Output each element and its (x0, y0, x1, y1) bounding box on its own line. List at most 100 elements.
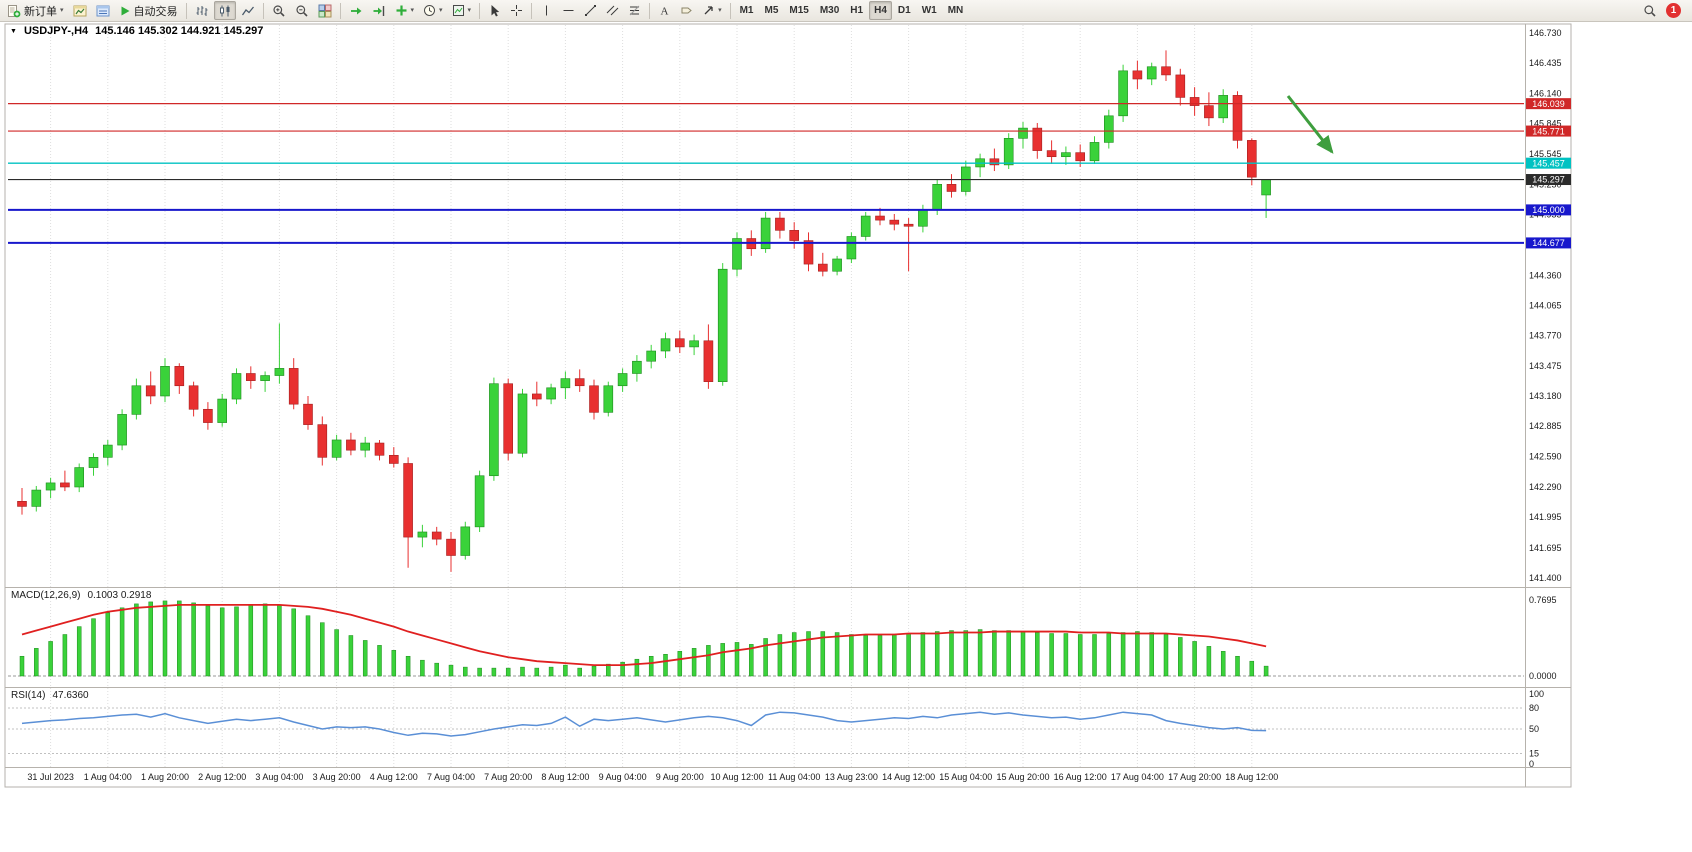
channel-tool-button[interactable] (602, 1, 623, 20)
rsi-axis-label: 100 (1529, 689, 1544, 699)
notification-badge[interactable]: 1 (1666, 3, 1681, 18)
candle-body (875, 215, 885, 221)
vertical-line-tool-button[interactable] (536, 1, 557, 20)
zoom-in-button[interactable] (268, 1, 290, 20)
search-button[interactable] (1639, 1, 1661, 20)
autotrading-button[interactable]: 自动交易 (115, 1, 182, 20)
macd-histogram-bar (706, 645, 711, 677)
timeframe-h4-button[interactable]: H4 (869, 1, 892, 20)
candle-body (760, 217, 771, 250)
macd-histogram-bar (119, 607, 125, 677)
macd-histogram-bar (162, 600, 168, 677)
macd-histogram-bar (1120, 632, 1126, 677)
timeframe-m5-button[interactable]: M5 (759, 1, 783, 20)
candle-body (131, 385, 142, 415)
timeframe-d1-button[interactable]: D1 (893, 1, 916, 20)
shapes-tool-button[interactable]: ▾ (698, 1, 726, 20)
trendline-tool-button[interactable] (580, 1, 601, 20)
price-level-tag (1526, 204, 1571, 216)
macd-histogram-bar (1192, 641, 1197, 677)
zoom-out-button[interactable] (291, 1, 313, 20)
price-level-tag-label: 145.297 (1532, 175, 1565, 185)
macd-axis-label: 0.7695 (1529, 595, 1557, 605)
macd-histogram-bar (362, 640, 368, 677)
price-level-tag-label: 146.039 (1532, 99, 1565, 109)
candle-body (474, 475, 485, 528)
new-chart-button[interactable] (69, 1, 91, 20)
trendline-icon (584, 4, 597, 17)
candle-body (617, 373, 628, 387)
collapse-triangle-icon[interactable]: ▼ (10, 27, 17, 35)
macd-histogram-bar (191, 602, 196, 677)
macd-histogram-bar (248, 604, 254, 677)
market-watch-button[interactable] (92, 1, 114, 20)
price-level-tag (1526, 174, 1571, 186)
time-axis-label: 11 Aug 04:00 (768, 772, 820, 782)
candle-body (1075, 152, 1085, 162)
label-tool-button[interactable] (676, 1, 697, 20)
new-order-button[interactable]: 新订单 ▾ (3, 1, 68, 20)
candle-body (603, 385, 614, 413)
toolbar-separator (262, 2, 264, 19)
macd-histogram-bar (1235, 655, 1240, 677)
price-axis-label: 144.360 (1529, 270, 1562, 280)
candle-body (732, 238, 742, 270)
add-indicator-icon (395, 4, 408, 17)
trend-arrow-annotation[interactable] (1286, 95, 1334, 154)
candle-body (1104, 115, 1114, 143)
price-axis-label: 142.590 (1529, 451, 1562, 461)
candle-body (288, 368, 299, 405)
candlestick-chart-icon (218, 4, 232, 18)
chevron-down-icon: ▾ (467, 7, 472, 14)
time-axis-label: 15 Aug 20:00 (996, 772, 1049, 782)
rsi-axis-label: 15 (1529, 749, 1539, 759)
macd-histogram-bar (205, 605, 211, 677)
timeframe-w1-button[interactable]: W1 (917, 1, 942, 20)
price-axis-label: 141.695 (1529, 543, 1562, 553)
tile-windows-button[interactable] (314, 1, 336, 20)
timeframe-m30-button[interactable]: M30 (815, 1, 844, 20)
timeframe-m1-button[interactable]: M1 (735, 1, 759, 20)
candle-body (932, 184, 943, 211)
candle-body (717, 268, 728, 382)
time-axis-label: 8 Aug 12:00 (541, 772, 589, 782)
time-axis-label: 1 Aug 20:00 (141, 772, 189, 782)
candle-body (1046, 150, 1057, 158)
cursor-button[interactable] (484, 1, 505, 20)
horizontal-line-tool-button[interactable] (558, 1, 579, 20)
macd-histogram-bar (1249, 660, 1255, 677)
price-axis-label: 146.730 (1529, 28, 1562, 38)
time-axis-label: 17 Aug 20:00 (1168, 772, 1221, 782)
candle-body (388, 454, 399, 464)
candle-body (1175, 74, 1186, 98)
candle-body (374, 442, 385, 456)
candle-body (117, 414, 127, 446)
crosshair-button[interactable] (506, 1, 527, 20)
price-axis-label: 144.065 (1529, 300, 1562, 310)
timeframe-h1-button[interactable]: H1 (845, 1, 868, 20)
text-tool-button[interactable]: A (654, 1, 675, 20)
candle-body (1032, 127, 1043, 151)
candlestick-chart-type-button[interactable] (213, 1, 236, 20)
toolbar-separator (649, 2, 651, 19)
candle-body (546, 387, 556, 400)
line-chart-type-button[interactable] (237, 1, 259, 20)
clock-icon (423, 4, 436, 17)
template-icon (452, 4, 465, 17)
indicators-button[interactable]: ▾ (391, 1, 419, 20)
price-level-tag (1526, 98, 1571, 110)
auto-scroll-button[interactable] (345, 1, 367, 20)
timeframe-m15-button[interactable]: M15 (784, 1, 813, 20)
macd-histogram-bar (1077, 634, 1083, 677)
timeframe-mn-button[interactable]: MN (943, 1, 969, 20)
periods-button[interactable]: ▾ (419, 1, 447, 20)
price-axis-label: 141.995 (1529, 512, 1562, 522)
chart-shift-button[interactable] (368, 1, 390, 20)
bar-chart-type-button[interactable] (191, 1, 213, 20)
candle-body (1018, 127, 1028, 139)
candle-body (632, 360, 642, 374)
macd-histogram-bar (91, 618, 96, 677)
fibonacci-tool-button[interactable] (624, 1, 645, 20)
templates-button[interactable]: ▾ (448, 1, 476, 20)
